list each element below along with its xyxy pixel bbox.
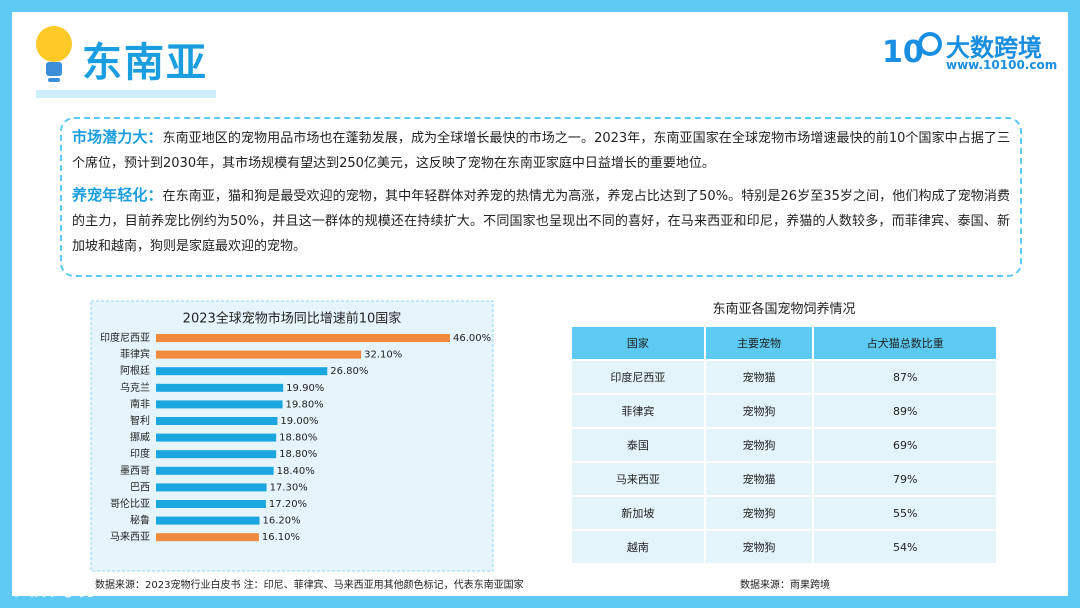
bar <box>156 400 283 409</box>
table-cell: 89% <box>812 393 998 429</box>
logo-name: 大数跨境 <box>946 34 1042 62</box>
bar <box>156 334 450 342</box>
category-label: 菲律宾 <box>120 348 150 361</box>
table-cell: 79% <box>812 461 998 497</box>
paragraph: 市场潜力大：东南亚地区的宠物用品市场也在蓬勃发展，成为全球增长最快的市场之一。2… <box>72 125 1010 176</box>
paragraph-label: 市场潜力大： <box>72 128 163 146</box>
value-label: 32.10% <box>364 350 402 361</box>
chart-title: 2023全球宠物市场同比增速前10国家 <box>183 311 402 327</box>
column-header: 主要宠物 <box>703 325 815 361</box>
table-row: 新加坡 宠物狗 55% <box>570 495 998 531</box>
paragraph-label: 养宠年轻化： <box>72 186 163 204</box>
category-label: 智利 <box>130 414 150 427</box>
category-label: 乌克兰 <box>120 381 150 394</box>
text-box: 市场潜力大：东南亚地区的宠物用品市场也在蓬勃发展，成为全球增长最快的市场之一。2… <box>60 117 1022 277</box>
value-label: 46.00% <box>453 333 491 344</box>
category-label: 阿根廷 <box>120 364 150 377</box>
table-row: 菲律宾 宠物狗 89% <box>570 393 998 429</box>
table-cell: 宠物狗 <box>703 427 815 463</box>
table-cell: 越南 <box>570 529 706 565</box>
value-label: 16.20% <box>263 516 301 527</box>
column-header: 占犬猫总数比重 <box>812 325 998 361</box>
table-row: 越南 宠物狗 54% <box>570 529 998 565</box>
table-title: 东南亚各国宠物饲养情况 <box>712 302 856 317</box>
bar <box>156 383 284 392</box>
bar <box>156 500 266 508</box>
value-label: 18.40% <box>277 466 315 477</box>
table-cell: 泰国 <box>570 427 706 463</box>
table-cell: 宠物狗 <box>703 495 815 531</box>
watermark: 大数跨境 <box>14 576 94 600</box>
table-cell: 宠物猫 <box>703 359 815 395</box>
value-label: 19.00% <box>280 416 318 427</box>
category-label: 挪威 <box>130 431 150 444</box>
table-row: 泰国 宠物狗 69% <box>570 427 998 463</box>
value-label: 18.80% <box>279 433 317 444</box>
value-label: 18.80% <box>279 449 317 460</box>
bar <box>156 533 259 542</box>
value-label: 19.80% <box>286 399 324 410</box>
table-cell: 宠物狗 <box>703 393 815 429</box>
value-label: 16.10% <box>262 532 300 543</box>
category-label: 哥伦比亚 <box>110 497 150 510</box>
source-note: 数据来源：2023宠物行业白皮书 注：印尼、菲律宾、马来西亚用其他颜色标记，代表… <box>95 580 524 591</box>
value-label: 26.80% <box>330 366 368 377</box>
svg-text:10: 10 <box>882 35 924 70</box>
title-underline <box>36 90 216 98</box>
paragraph: 养宠年轻化：在东南亚，猫和狗是最受欢迎的宠物，其中年轻群体对养宠的热情尤为高涨，… <box>72 183 1010 259</box>
category-label: 南非 <box>130 397 150 410</box>
category-label: 马来西亚 <box>110 531 150 543</box>
bar <box>156 433 277 442</box>
table: 国家 主要宠物 占犬猫总数比重 印度尼西亚 宠物猫 87% 菲律宾 宠物狗 89% 泰国 宠物狗 69… <box>570 325 998 565</box>
table-cell: 87% <box>812 359 998 395</box>
category-label: 印度尼西亚 <box>100 331 150 344</box>
page-title: 东南亚 <box>82 40 208 86</box>
bar <box>156 350 362 359</box>
table-cell: 55% <box>812 495 998 531</box>
table-row: 马来西亚 宠物猫 79% <box>570 461 998 497</box>
table-cell: 印度尼西亚 <box>570 359 706 395</box>
chart: 2023全球宠物市场同比增速前10国家 印度尼西亚 46.00% 菲律宾 32.10%… <box>90 300 494 572</box>
value-label: 17.20% <box>269 499 307 510</box>
table-cell: 54% <box>812 529 998 565</box>
bar <box>156 466 274 475</box>
logo-icon: 10 <box>882 32 942 70</box>
bar <box>156 367 328 376</box>
category-label: 印度 <box>130 447 150 460</box>
logo-url: www.10100.com <box>946 58 1058 72</box>
table-cell: 69% <box>812 427 998 463</box>
column-header: 国家 <box>570 325 706 361</box>
table-cell: 宠物猫 <box>703 461 815 497</box>
bulb-icon <box>36 26 72 82</box>
table-cell: 新加坡 <box>570 495 706 531</box>
paragraph-text: 东南亚地区的宠物用品市场也在蓬勃发展，成为全球增长最快的市场之一。2023年，东… <box>72 131 1010 171</box>
bar <box>156 417 278 425</box>
paragraph-text: 在东南亚，猫和狗是最受欢迎的宠物，其中年轻群体对养宠的热情尤为高涨，养宠占比达到… <box>72 189 1010 254</box>
table-cell: 马来西亚 <box>570 461 706 497</box>
category-label: 秘鲁 <box>130 514 150 527</box>
bar <box>156 450 277 459</box>
bar <box>156 483 267 492</box>
category-label: 墨西哥 <box>120 465 150 477</box>
value-label: 19.90% <box>286 383 324 394</box>
value-label: 17.30% <box>270 482 308 493</box>
table-cell: 菲律宾 <box>570 393 706 429</box>
table-cell: 宠物狗 <box>703 529 815 565</box>
table-row: 印度尼西亚 宠物猫 87% <box>570 359 998 395</box>
source-note: 数据来源：雨果跨境 <box>740 580 830 591</box>
category-label: 巴西 <box>130 481 150 493</box>
bar <box>156 516 260 525</box>
table-header: 国家 主要宠物 占犬猫总数比重 <box>570 325 998 361</box>
